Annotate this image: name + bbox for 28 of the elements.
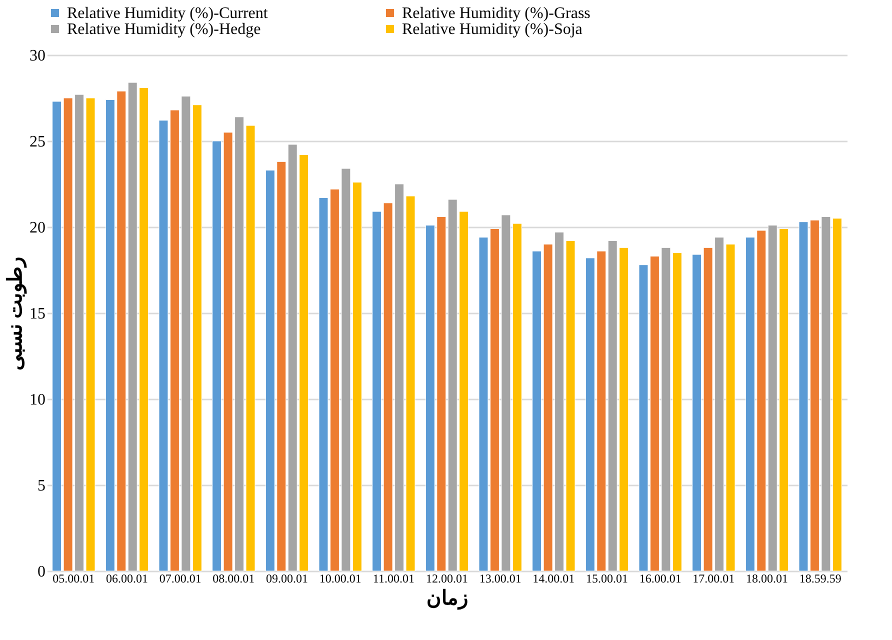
x-tick-label: 18.59.59	[799, 572, 842, 586]
x-tick-label: 09.00.01	[266, 572, 308, 586]
y-tick-label: 25	[30, 134, 46, 150]
x-tick-label: 16.00.01	[639, 572, 682, 586]
y-tick-label: 0	[38, 564, 46, 580]
y-tick-label: 10	[30, 392, 46, 408]
y-axis-title: رطوبت نسبی	[4, 256, 28, 370]
x-tick-label: 13.00.01	[479, 572, 522, 586]
x-tick-label: 05.00.01	[52, 572, 95, 586]
x-tick-label: 12.00.01	[426, 572, 468, 586]
y-tick-label: 15	[30, 306, 46, 322]
x-axis-title: زمان	[426, 588, 468, 610]
legend-label: Relative Humidity (%)-Soja	[402, 21, 582, 38]
x-tick-label: 06.00.01	[106, 572, 148, 586]
x-tick-label: 17.00.01	[692, 572, 735, 586]
x-tick-label: 08.00.01	[212, 572, 255, 586]
y-tick-label: 5	[38, 478, 46, 494]
legend-label: Relative Humidity (%)-Hedge	[67, 21, 261, 38]
x-tick-label: 10.00.01	[319, 572, 362, 586]
y-tick-label: 30	[30, 48, 46, 64]
x-tick-label: 11.00.01	[372, 572, 414, 586]
x-tick-label: 14.00.01	[532, 572, 575, 586]
legend-label: Relative Humidity (%)-Grass	[402, 5, 590, 22]
y-tick-label: 20	[30, 220, 46, 236]
x-tick-label: 18.00.01	[746, 572, 788, 586]
x-tick-label: 07.00.01	[159, 572, 202, 586]
legend-label: Relative Humidity (%)-Current	[67, 5, 268, 22]
x-tick-label: 15.00.01	[586, 572, 628, 586]
